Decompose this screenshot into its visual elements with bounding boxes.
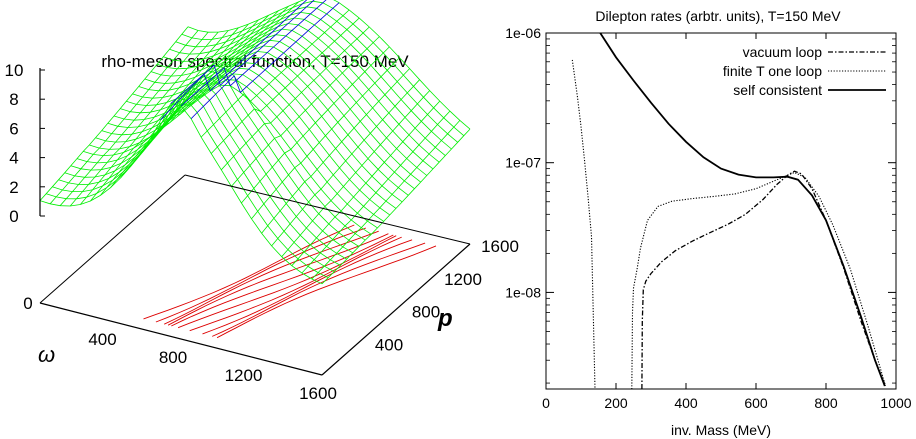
mesh-line-p [46,97,329,279]
contour-line [216,245,437,339]
contour-line [155,227,367,323]
dilepton-chart-title: Dilepton rates (arbtr. units), T=150 MeV [595,8,841,24]
p-tick-label: 400 [375,335,403,354]
back-left-axis-line [39,174,186,304]
mesh-line-omega [69,31,219,207]
dilepton-ticks: 0 200 400 600 800 1000 1e-06 1e-07 1e-08 [505,25,912,411]
contour-line [212,242,426,337]
contour-line [143,224,355,320]
mesh-line-omega [140,5,289,154]
spectral-chart-title: rho-meson spectral function, T=150 MeV [101,52,409,71]
mesh-line-omega [321,128,471,285]
mesh-line-omega [251,57,400,220]
mesh-line-omega [39,26,189,201]
contour-lines [143,224,437,339]
dilepton-series [571,33,887,389]
p-tick-label: 1200 [444,270,482,289]
z-tick-label: 6 [9,119,18,138]
legend-label: finite T one loop [723,63,822,79]
mesh-line-omega [90,27,239,202]
mesh-line-omega [200,9,350,138]
contour-line [164,230,379,325]
mesh-line-omega [281,90,430,257]
x-tick-label: 400 [674,395,698,411]
x-tick-label: 1000 [880,395,911,411]
mesh-line-omega [49,30,199,205]
base-zero-label: 0 [23,294,32,313]
omega-axis-line [39,302,323,376]
z-tick-label: 8 [9,90,18,109]
contour-line [189,236,402,332]
z-tick-label: 0 [9,207,18,226]
mesh-line-omega [110,19,259,188]
contour-line [202,239,413,335]
legend-label: self consistent [733,82,822,98]
contour-line [171,234,394,327]
y-tick-label: 1e-06 [505,25,541,41]
mesh-line-omega [301,110,451,274]
mesh-line-omega [221,26,370,171]
mesh-line-p [187,0,471,130]
mesh-line-peak [190,2,340,119]
mesh-line-omega [79,30,229,205]
x-tick-label: 600 [744,395,768,411]
mesh-line-omega [241,46,390,204]
mesh-line-omega [271,79,420,247]
mesh-line-peak [170,0,315,104]
mesh-line-omega [311,120,461,280]
series-line [599,33,886,387]
p-axis-line [321,243,471,376]
z-tick-label: 4 [9,149,18,168]
mesh-line-omega [231,36,380,187]
x-axis-label: inv. Mass (MeV) [671,422,771,438]
surface-mesh [39,0,471,285]
legend-label: vacuum loop [743,44,823,60]
z-tick-label: 10 [5,61,24,80]
plot-frame [545,32,897,390]
p-tick-label: 1600 [481,237,519,256]
x-tick-label: 0 [542,395,550,411]
mesh-line-omega [100,23,249,196]
x-tick-label: 800 [814,395,838,411]
mesh-line-p [64,81,347,260]
mesh-line-p [58,86,341,266]
mesh-line-omega [150,1,300,139]
mesh-line-omega [261,68,410,234]
x-tick-label: 200 [604,395,628,411]
dilepton-rate-plot: Dilepton rates (arbtr. units), T=150 MeV… [505,8,912,438]
contour-line [167,233,389,326]
series-line [571,59,887,389]
mesh-line-omega [291,100,441,266]
p-tick-label: 800 [412,303,440,322]
spectral-surface-plot: rho-meson spectral function, T=150 MeV 4… [5,0,519,403]
z-tick-label: 2 [9,178,18,197]
omega-tick-label: 1200 [225,366,263,385]
omega-tick-label: 1600 [299,384,337,403]
y-tick-label: 1e-07 [505,155,541,171]
mesh-line-omega [59,31,209,206]
p-axis-label: p [437,305,453,332]
surface-axes [39,68,471,376]
mesh-line-peak [160,0,308,120]
omega-tick-label: 800 [159,348,187,367]
contour-line [177,235,397,329]
omega-axis-label: ω [38,342,55,367]
mesh-line-omega [210,17,360,154]
y-tick-label: 1e-08 [505,284,541,300]
mesh-line-peak [180,0,327,107]
legend: vacuum loop finite T one loop self consist… [723,44,886,98]
back-right-axis-line [184,174,471,245]
omega-tick-label: 400 [88,330,116,349]
